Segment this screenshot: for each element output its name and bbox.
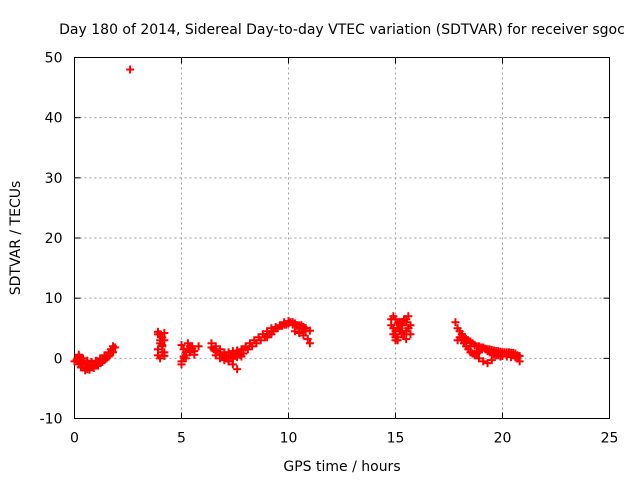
data-point <box>216 350 225 359</box>
data-point <box>271 324 280 333</box>
data-point <box>400 317 409 326</box>
x-tick-label: 25 <box>601 431 619 447</box>
data-point <box>509 351 518 360</box>
data-point <box>391 315 400 324</box>
data-point <box>233 365 242 374</box>
data-point <box>89 363 98 372</box>
data-point <box>397 330 406 339</box>
x-tick-label: 10 <box>280 431 298 447</box>
x-tick-label: 5 <box>177 431 186 447</box>
data-point <box>301 324 310 333</box>
chart-title: Day 180 of 2014, Sidereal Day-to-day VTE… <box>59 22 625 38</box>
data-point <box>451 318 460 327</box>
data-point <box>153 345 162 354</box>
tick-labels: 0 5 10 15 20 25 -10 0 10 20 30 40 50 <box>40 51 619 447</box>
data-point <box>474 354 483 363</box>
y-tick-label: 30 <box>45 171 63 187</box>
x-tick-label: 20 <box>494 431 512 447</box>
axis-ticks <box>74 57 610 419</box>
data-point <box>406 330 415 339</box>
data-point <box>160 336 169 345</box>
data-point <box>91 356 100 365</box>
data-point <box>233 347 242 356</box>
data-point <box>479 357 488 366</box>
data-point <box>156 354 165 363</box>
data-point <box>248 342 257 351</box>
data-point <box>76 363 85 372</box>
data-point <box>284 317 293 326</box>
data-point <box>297 321 306 330</box>
data-point <box>98 357 107 366</box>
x-tick-label: 0 <box>70 431 79 447</box>
data-point <box>252 339 261 348</box>
data-point <box>126 65 135 74</box>
data-point <box>79 359 88 368</box>
data-point <box>106 345 115 354</box>
data-point <box>160 329 169 338</box>
data-point <box>402 335 411 344</box>
data-point <box>263 333 272 342</box>
data-point <box>224 357 233 366</box>
data-point <box>305 326 314 335</box>
data-points <box>70 65 524 375</box>
data-point <box>177 360 186 369</box>
data-point <box>211 347 220 356</box>
data-point <box>102 354 111 363</box>
data-point <box>280 318 289 327</box>
y-tick-label: 0 <box>54 351 63 367</box>
data-point <box>83 356 92 365</box>
y-tick-label: 40 <box>45 111 63 127</box>
data-point <box>288 318 297 327</box>
data-point <box>470 349 479 358</box>
data-point <box>290 327 299 336</box>
data-point <box>295 329 304 338</box>
y-tick-label: -10 <box>40 412 63 428</box>
data-point <box>190 350 199 359</box>
data-point <box>275 321 284 330</box>
data-point <box>391 336 400 345</box>
data-point <box>226 351 235 360</box>
x-tick-label: 15 <box>387 431 405 447</box>
data-point <box>85 365 94 374</box>
data-point <box>220 353 229 362</box>
data-point <box>462 336 471 345</box>
data-point <box>228 360 237 369</box>
data-point <box>188 342 197 351</box>
data-point <box>483 359 492 368</box>
data-point <box>207 343 216 352</box>
data-point <box>256 336 265 345</box>
data-point <box>183 339 192 348</box>
data-point <box>158 341 167 350</box>
data-point <box>76 354 85 363</box>
data-point <box>457 330 466 339</box>
data-point <box>299 331 308 340</box>
data-point <box>243 345 252 354</box>
data-point <box>160 351 169 360</box>
y-tick-label: 50 <box>45 51 63 67</box>
data-point <box>186 347 195 356</box>
data-point <box>305 339 314 348</box>
data-point <box>395 318 404 327</box>
data-point <box>487 356 496 365</box>
data-point <box>404 312 413 321</box>
data-point <box>181 354 190 363</box>
y-tick-label: 10 <box>45 291 63 307</box>
data-point <box>404 324 413 333</box>
data-point <box>237 352 246 361</box>
y-tick-label: 20 <box>45 231 63 247</box>
data-point <box>94 361 103 370</box>
y-axis-label: SDTVAR / TECUs <box>8 181 24 296</box>
data-point <box>156 330 165 339</box>
data-point <box>177 341 186 350</box>
data-point <box>267 330 276 339</box>
data-point <box>466 342 475 351</box>
grid <box>74 57 610 419</box>
data-point <box>303 335 312 344</box>
x-axis-label: GPS time / hours <box>283 459 400 475</box>
data-point <box>87 357 96 366</box>
